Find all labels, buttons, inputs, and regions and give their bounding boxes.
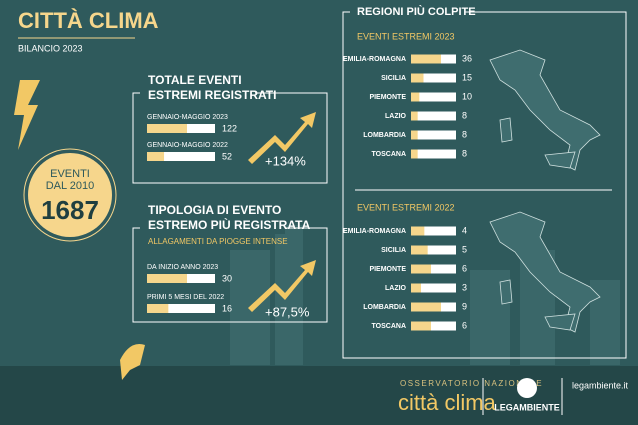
bar-track — [411, 111, 456, 121]
bar — [147, 124, 187, 133]
bar-track — [411, 245, 456, 255]
bar-track — [411, 130, 456, 140]
bar-track — [411, 264, 456, 274]
box-title: ESTREMI REGISTRATI — [148, 88, 276, 102]
region-value: 8 — [462, 148, 467, 158]
regions-box — [342, 11, 627, 359]
region-value: 5 — [462, 244, 467, 254]
footer-bar — [0, 366, 638, 425]
bar-track — [411, 226, 456, 236]
person — [120, 344, 145, 380]
bar-track — [411, 283, 456, 293]
box-title-bg — [350, 4, 465, 20]
ring — [23, 148, 117, 242]
box-title: TOTALE EVENTI — [148, 73, 242, 87]
region-label: LAZIO — [385, 285, 407, 292]
site: legambiente.it — [572, 380, 629, 390]
panel-title: EVENTI ESTREMI 2022 — [357, 202, 455, 212]
lightning — [14, 80, 40, 150]
bar — [411, 111, 418, 121]
bar — [411, 130, 418, 140]
bar — [411, 54, 441, 64]
region-label: PIEMONTE — [369, 266, 406, 273]
bar — [411, 92, 420, 102]
badge-label: EVENTI — [50, 168, 90, 180]
box-title-bg — [140, 204, 285, 234]
bar — [147, 274, 187, 283]
bar — [147, 152, 165, 161]
box-title-bg — [140, 75, 255, 105]
row-label: PRIMI 5 MESI DEL 2022 — [147, 294, 224, 301]
brand: città clima — [398, 390, 497, 415]
region-label: PIEMONTE — [369, 94, 406, 101]
bar — [411, 264, 431, 274]
region-label: TOSCANA — [372, 151, 406, 158]
change: +134% — [265, 153, 306, 168]
bar-track — [411, 321, 456, 331]
region-label: EMILIA-ROMAGNA — [343, 228, 406, 235]
title: CITTÀ CLIMA — [18, 8, 159, 33]
row-label: GENNAIO-MAGGIO 2023 — [147, 114, 228, 121]
bar-track — [411, 149, 456, 159]
row-label: DA INIZIO ANNO 2023 — [147, 264, 218, 271]
row-value: 30 — [222, 273, 232, 283]
row-value: 16 — [222, 303, 232, 313]
region-label: SICILIA — [381, 247, 406, 254]
row-value: 52 — [222, 151, 232, 161]
row-label: GENNAIO-MAGGIO 2022 — [147, 142, 228, 149]
row-value: 122 — [222, 123, 237, 133]
region-label: LOMBARDIA — [363, 304, 406, 311]
region-value: 8 — [462, 110, 467, 120]
observatory: OSSERVATORIO NAZIONALE — [400, 379, 543, 388]
badge-value: 1687 — [41, 195, 99, 225]
maps — [489, 49, 601, 333]
box-subtitle: ALLAGAMENTI DA PIOGGE INTENSE — [148, 237, 288, 246]
bar — [147, 304, 169, 313]
region-value: 6 — [462, 263, 467, 273]
arrows — [248, 112, 316, 312]
bar — [411, 73, 424, 83]
bar-track — [411, 73, 456, 83]
region-label: SICILIA — [381, 75, 406, 82]
badge — [28, 153, 112, 237]
badge-label: DAL 2010 — [46, 180, 95, 192]
bar-track — [411, 92, 456, 102]
box-title: ESTREMO PIÙ REGISTRATA — [148, 217, 311, 232]
logo — [517, 378, 537, 398]
change: +87,5% — [265, 304, 310, 319]
region-value: 15 — [462, 72, 472, 82]
panel-title: EVENTI ESTREMI 2023 — [357, 31, 455, 41]
region-value: 36 — [462, 53, 472, 63]
bar — [411, 149, 418, 159]
region-label: LOMBARDIA — [363, 132, 406, 139]
bar — [411, 245, 428, 255]
bar-track — [147, 152, 215, 161]
region-label: LAZIO — [385, 113, 407, 120]
regions-title: REGIONI PIÙ COLPITE — [357, 5, 476, 18]
subtitle: BILANCIO 2023 — [18, 43, 83, 53]
region-value: 8 — [462, 129, 467, 139]
bar — [411, 226, 425, 236]
bar-track — [147, 304, 215, 313]
region-label: EMILIA-ROMAGNA — [343, 56, 406, 63]
region-value: 10 — [462, 91, 472, 101]
bar — [411, 302, 441, 312]
box-title: TIPOLOGIA DI EVENTO — [148, 203, 281, 217]
region-value: 3 — [462, 282, 467, 292]
region-label: TOSCANA — [372, 323, 406, 330]
bar — [411, 321, 431, 331]
org: LEGAMBIENTE — [494, 402, 560, 412]
bar — [411, 283, 421, 293]
region-value: 9 — [462, 301, 467, 311]
region-value: 6 — [462, 320, 467, 330]
region-value: 4 — [462, 225, 467, 235]
